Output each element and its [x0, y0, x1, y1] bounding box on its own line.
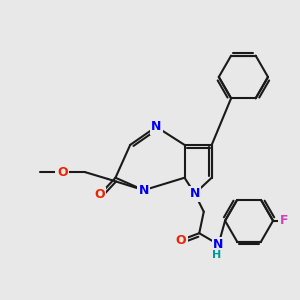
Text: O: O: [57, 166, 68, 178]
Text: O: O: [94, 188, 105, 201]
Text: N: N: [139, 184, 149, 197]
Text: H: H: [212, 250, 222, 260]
Text: O: O: [176, 233, 186, 247]
Text: N: N: [151, 120, 161, 133]
Text: N: N: [213, 238, 224, 251]
Text: F: F: [280, 214, 288, 227]
Text: N: N: [190, 187, 200, 200]
